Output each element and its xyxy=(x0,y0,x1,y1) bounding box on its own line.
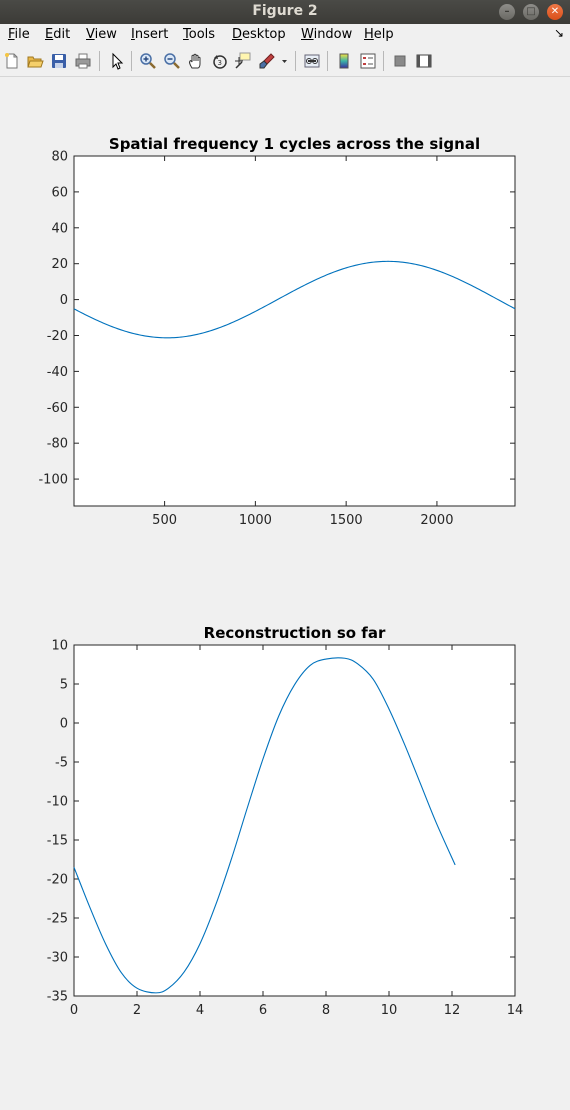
toolbar-separator xyxy=(99,51,100,71)
x-tick-label: 1500 xyxy=(330,513,363,528)
y-tick-label: -30 xyxy=(47,951,68,966)
y-tick-label: -80 xyxy=(47,437,68,452)
svg-text:3: 3 xyxy=(218,59,222,67)
y-tick-label: -20 xyxy=(47,329,68,344)
toolbar-separator xyxy=(295,51,296,71)
menu-desktop[interactable]: Desktop xyxy=(232,27,286,42)
series-line xyxy=(73,657,456,994)
y-tick-label: -100 xyxy=(38,473,68,488)
menu-help[interactable]: Help xyxy=(364,27,394,42)
menu-view[interactable]: View xyxy=(86,27,117,42)
window-title: Figure 2 xyxy=(252,3,318,19)
x-tick-label: 10 xyxy=(381,1003,398,1018)
close-button[interactable]: ✕ xyxy=(547,4,563,20)
toolbar-separator xyxy=(383,51,384,71)
menubar: File Edit View Insert Tools Desktop Wind… xyxy=(0,24,570,46)
menu-tools[interactable]: Tools xyxy=(183,27,216,42)
y-tick-label: -35 xyxy=(47,990,68,1005)
toolbar-separator xyxy=(131,51,132,71)
y-tick-label: 10 xyxy=(51,639,68,654)
menu-file[interactable]: File xyxy=(8,27,30,42)
pan-icon[interactable] xyxy=(187,52,205,70)
y-tick-label: -10 xyxy=(47,795,68,810)
x-tick-label: 2 xyxy=(133,1003,141,1018)
x-tick-label: 1000 xyxy=(239,513,272,528)
show-plot-tools-icon[interactable] xyxy=(415,52,433,70)
menu-edit[interactable]: Edit xyxy=(45,27,71,42)
save-icon[interactable] xyxy=(50,52,68,70)
maximize-button[interactable]: □ xyxy=(523,4,539,20)
series-line xyxy=(73,260,516,339)
chart-title: Reconstruction so far xyxy=(204,624,386,642)
new-figure-icon[interactable] xyxy=(3,52,21,70)
rotate-3d-icon[interactable]: 3 xyxy=(211,52,229,70)
legend-icon[interactable] xyxy=(359,52,377,70)
y-tick-label: -60 xyxy=(47,401,68,416)
x-tick-label: 6 xyxy=(259,1003,267,1018)
chart-title: Spatial frequency 1 cycles across the si… xyxy=(109,135,480,153)
minimize-button[interactable]: – xyxy=(499,4,515,20)
colorbar-icon[interactable] xyxy=(335,52,353,70)
link-plot-icon[interactable] xyxy=(303,52,321,70)
brush-dropdown-icon[interactable] xyxy=(279,52,289,70)
x-tick-label: 4 xyxy=(196,1003,204,1018)
brush-icon[interactable] xyxy=(258,52,276,70)
y-tick-label: 0 xyxy=(60,293,68,308)
y-tick-label: -20 xyxy=(47,873,68,888)
menu-window[interactable]: Window xyxy=(301,27,353,42)
open-file-icon[interactable] xyxy=(26,52,44,70)
y-tick-label: 20 xyxy=(51,257,68,272)
x-tick-label: 12 xyxy=(444,1003,461,1018)
x-tick-label: 2000 xyxy=(420,513,453,528)
plot-area-1: Spatial frequency 1 cycles across the si… xyxy=(0,76,570,546)
y-tick-label: -15 xyxy=(47,834,68,849)
y-tick-label: -40 xyxy=(47,365,68,380)
toolbar-separator xyxy=(327,51,328,71)
print-icon[interactable] xyxy=(74,52,92,70)
y-tick-label: 0 xyxy=(60,717,68,732)
y-tick-label: 60 xyxy=(51,185,68,200)
x-tick-label: 500 xyxy=(152,513,177,528)
y-tick-label: 80 xyxy=(51,150,68,165)
x-tick-label: 0 xyxy=(70,1003,78,1018)
plot-area-2: Reconstruction so far 0 2 4 6 8 10 12 14 10 5 0 -5 -1… xyxy=(0,560,570,1040)
y-tick-label: -5 xyxy=(55,756,68,771)
data-cursor-icon[interactable] xyxy=(234,52,252,70)
axes-box xyxy=(73,644,516,997)
hide-plot-tools-icon[interactable] xyxy=(391,52,409,70)
y-tick-label: 5 xyxy=(60,678,68,693)
zoom-in-icon[interactable] xyxy=(139,52,157,70)
y-tick-label: 40 xyxy=(51,221,68,236)
menu-insert[interactable]: Insert xyxy=(131,27,169,42)
chart-spatial-frequency: Spatial frequency 1 cycles across the si… xyxy=(38,135,516,528)
axes-box xyxy=(73,155,516,507)
pointer-icon[interactable] xyxy=(108,52,126,70)
window-titlebar: Figure 2 – □ ✕ xyxy=(0,0,570,24)
chart-reconstruction: Reconstruction so far 0 2 4 6 8 10 12 14 10 5 0 -5 -1… xyxy=(47,624,524,1018)
x-tick-label: 14 xyxy=(507,1003,524,1018)
figure-toolbar: 3 xyxy=(0,46,570,77)
x-tick-label: 8 xyxy=(322,1003,330,1018)
y-tick-label: -25 xyxy=(47,912,68,927)
menubar-overflow-arrow-icon[interactable]: ↘ xyxy=(553,26,564,40)
zoom-out-icon[interactable] xyxy=(163,52,181,70)
